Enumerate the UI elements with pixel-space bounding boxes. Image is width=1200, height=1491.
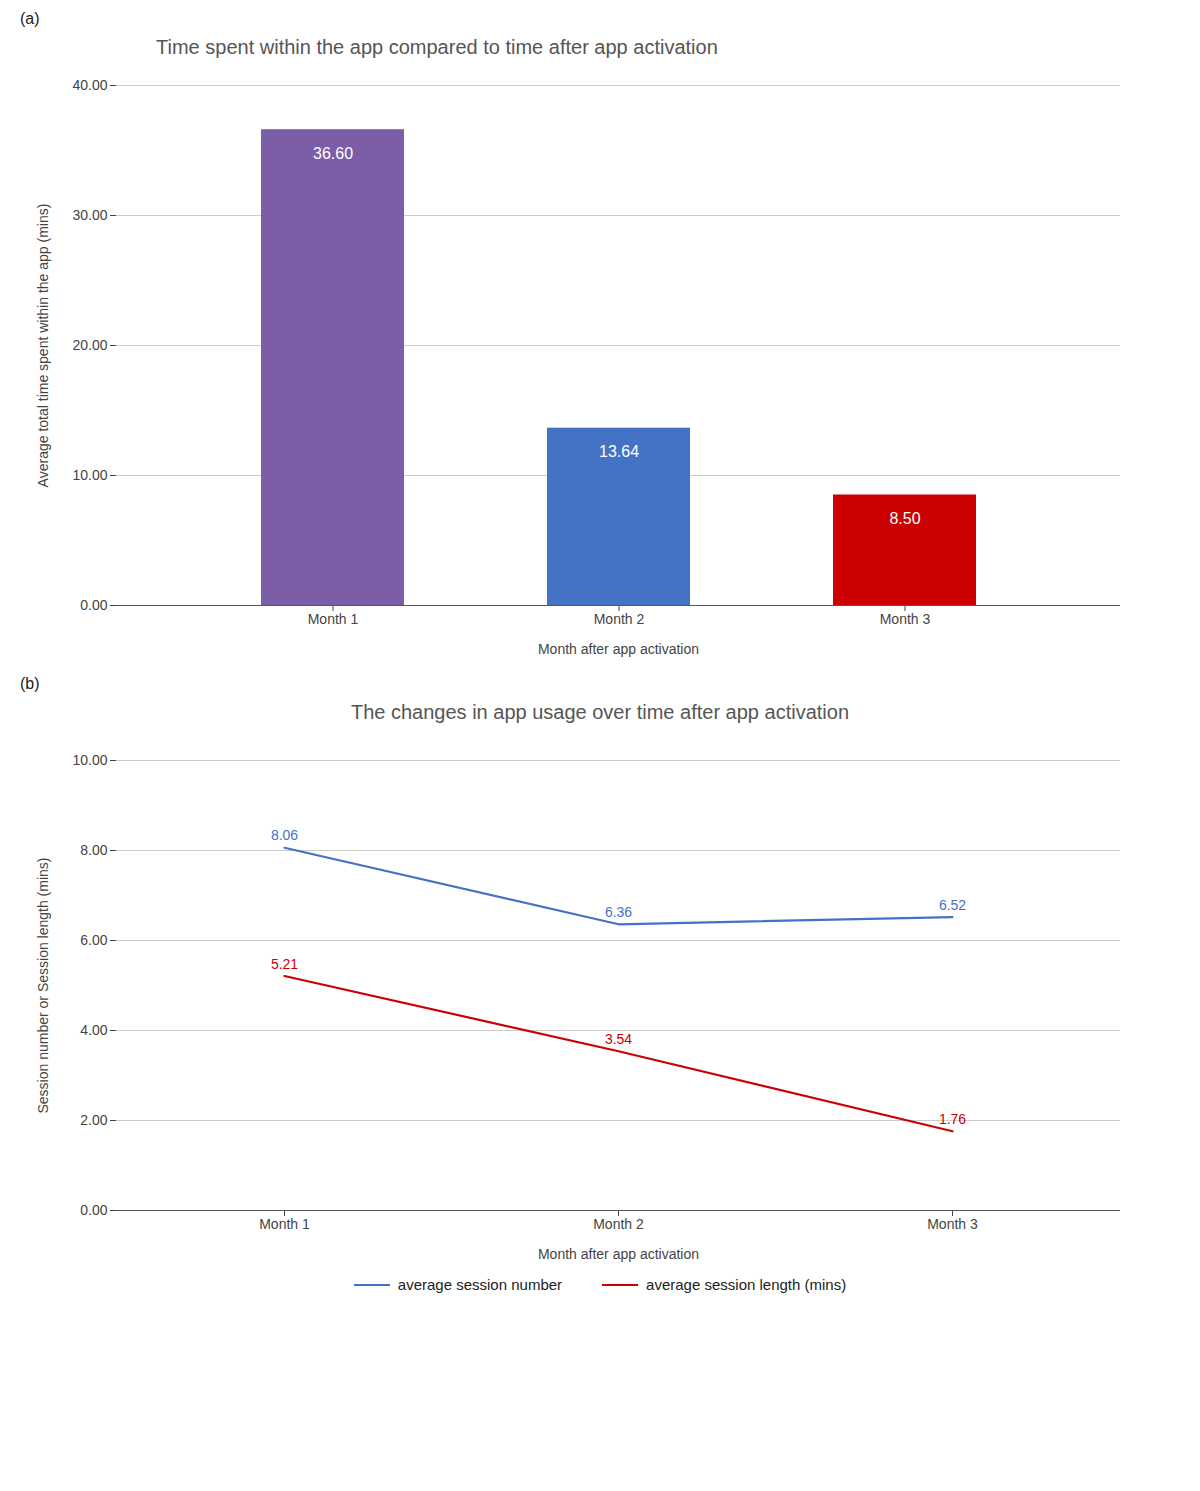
svg-text:0.00: 0.00 (80, 597, 107, 613)
svg-text:Month 1: Month 1 (308, 611, 359, 627)
svg-text:2.00: 2.00 (80, 1112, 107, 1128)
svg-text:6.36: 6.36 (605, 904, 632, 920)
svg-text:36.60: 36.60 (313, 145, 353, 162)
svg-text:0.00: 0.00 (80, 1202, 107, 1218)
html-text:Time spent within the app comp: Time spent within the app compared to ti… (156, 36, 718, 58)
svg-text:5.21: 5.21 (271, 956, 298, 972)
svg-text:Month after app activation: Month after app activation (538, 641, 699, 657)
svg-text:30.00: 30.00 (72, 207, 107, 223)
svg-text:Month 3: Month 3 (880, 611, 931, 627)
html-text:(b): (b) (20, 675, 40, 692)
svg-text:8.00: 8.00 (80, 842, 107, 858)
svg-text:Average total time spent withi: Average total time spent within the app … (35, 204, 51, 488)
html-text:The changes in app usage over: The changes in app usage over time after… (351, 701, 849, 723)
html-text:average session length (mins): average session length (mins) (646, 1276, 847, 1293)
svg-text:1.76: 1.76 (939, 1111, 966, 1127)
svg-text:13.64: 13.64 (599, 443, 639, 460)
svg-text:Month after app activation: Month after app activation (538, 1246, 699, 1262)
svg-text:3.54: 3.54 (605, 1031, 632, 1047)
svg-text:8.06: 8.06 (271, 827, 298, 843)
svg-text:Session number or Session leng: Session number or Session length (mins) (35, 857, 51, 1113)
svg-text:Month 1: Month 1 (259, 1216, 310, 1232)
svg-text:4.00: 4.00 (80, 1022, 107, 1038)
svg-text:6.52: 6.52 (939, 897, 966, 913)
svg-text:Month 3: Month 3 (927, 1216, 978, 1232)
svg-text:10.00: 10.00 (72, 467, 107, 483)
svg-text:40.00: 40.00 (72, 77, 107, 93)
svg-text:Month 2: Month 2 (594, 611, 645, 627)
svg-text:8.50: 8.50 (889, 510, 920, 527)
svg-text:6.00: 6.00 (80, 932, 107, 948)
svg-text:20.00: 20.00 (72, 337, 107, 353)
svg-text:10.00: 10.00 (72, 752, 107, 768)
html-text:(a): (a) (20, 10, 40, 27)
html-text:average session number: average session number (397, 1276, 563, 1293)
svg-text:Month 2: Month 2 (593, 1216, 644, 1232)
